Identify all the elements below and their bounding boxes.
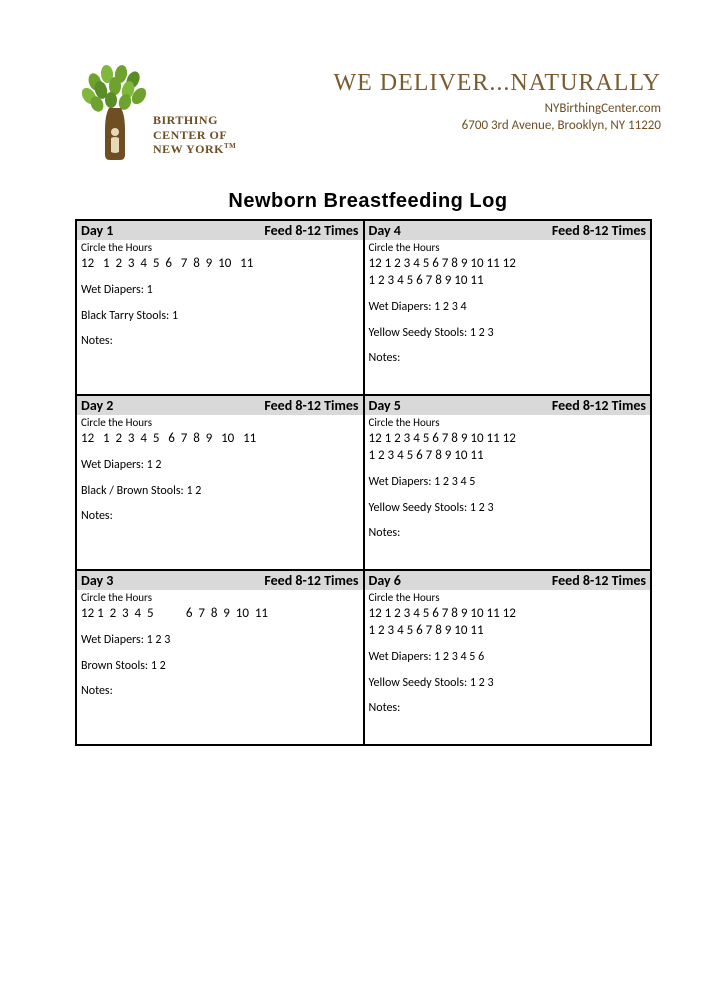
tagline-block: WE DELIVER...NATURALLY NYBirthingCenter.…	[333, 70, 661, 133]
wet-diapers: Wet Diapers: 1	[81, 283, 359, 299]
logo-text: BIRTHING CENTER OF NEW YORKTM	[153, 113, 236, 156]
cell-body: Circle the Hours 12 1 2 3 4 5 6 7 8 9 10…	[365, 241, 651, 371]
feed-label: Feed 8-12 Times	[552, 222, 646, 239]
tagline: WE DELIVER...NATURALLY	[333, 70, 661, 97]
notes: Notes:	[81, 334, 359, 350]
wet-diapers: Wet Diapers: 1 2 3 4 5	[369, 475, 647, 491]
notes: Notes:	[369, 526, 647, 542]
day-label: Day 1	[81, 222, 113, 239]
page: BIRTHING CENTER OF NEW YORKTM WE DELIVER…	[0, 0, 701, 786]
day-label: Day 4	[369, 222, 401, 239]
day-cell-4: Day 4 Feed 8-12 Times Circle the Hours 1…	[364, 220, 652, 395]
page-title: Newborn Breastfeeding Log	[75, 190, 661, 213]
circle-hours-label: Circle the Hours	[369, 241, 647, 255]
address: 6700 3rd Avenue, Brooklyn, NY 11220	[333, 118, 661, 133]
day-cell-3: Day 3 Feed 8-12 Times Circle the Hours 1…	[76, 570, 364, 745]
cell-body: Circle the Hours 12 1 2 3 4 5 6 7 8 9 10…	[77, 591, 363, 704]
wet-diapers: Wet Diapers: 1 2 3 4	[369, 300, 647, 316]
feed-label: Feed 8-12 Times	[264, 222, 358, 239]
stools: Black / Brown Stools: 1 2	[81, 484, 359, 500]
stools: Yellow Seedy Stools: 1 2 3	[369, 676, 647, 692]
circle-hours-label: Circle the Hours	[81, 591, 359, 605]
logo-line1: BIRTHING	[153, 113, 236, 127]
circle-hours-label: Circle the Hours	[81, 241, 359, 255]
day-label: Day 6	[369, 572, 401, 589]
day-cell-2: Day 2 Feed 8-12 Times Circle the Hours 1…	[76, 395, 364, 570]
hours-row-1: 12 1 2 3 4 5 6 7 8 9 10 11 12	[369, 256, 647, 273]
stools: Yellow Seedy Stools: 1 2 3	[369, 501, 647, 517]
stools: Black Tarry Stools: 1	[81, 309, 359, 325]
cell-header: Day 6 Feed 8-12 Times	[365, 571, 651, 590]
hours-row-2: 1 2 3 4 5 6 7 8 9 10 11	[369, 448, 647, 465]
logo-line2: CENTER OF	[153, 128, 236, 142]
header: BIRTHING CENTER OF NEW YORKTM WE DELIVER…	[75, 60, 661, 170]
notes: Notes:	[81, 509, 359, 525]
tree-logo-icon	[75, 60, 155, 170]
log-grid: Day 1 Feed 8-12 Times Circle the Hours 1…	[75, 219, 652, 746]
wet-diapers: Wet Diapers: 1 2	[81, 458, 359, 474]
day-cell-6: Day 6 Feed 8-12 Times Circle the Hours 1…	[364, 570, 652, 745]
cell-header: Day 2 Feed 8-12 Times	[77, 396, 363, 415]
hours-row: 12 1 2 3 4 5 6 7 8 9 10 11	[81, 606, 359, 623]
day-label: Day 2	[81, 397, 113, 414]
cell-body: Circle the Hours 12 1 2 3 4 5 6 7 8 9 10…	[77, 416, 363, 529]
hours-row-2: 1 2 3 4 5 6 7 8 9 10 11	[369, 273, 647, 290]
website: NYBirthingCenter.com	[333, 101, 661, 116]
day-label: Day 5	[369, 397, 401, 414]
notes: Notes:	[369, 701, 647, 717]
feed-label: Feed 8-12 Times	[552, 572, 646, 589]
wet-diapers: Wet Diapers: 1 2 3	[81, 633, 359, 649]
stools: Brown Stools: 1 2	[81, 659, 359, 675]
cell-header: Day 5 Feed 8-12 Times	[365, 396, 651, 415]
circle-hours-label: Circle the Hours	[369, 591, 647, 605]
cell-body: Circle the Hours 12 1 2 3 4 5 6 7 8 9 10…	[365, 591, 651, 721]
circle-hours-label: Circle the Hours	[81, 416, 359, 430]
notes: Notes:	[81, 684, 359, 700]
logo-line3: NEW YORKTM	[153, 142, 236, 156]
hours-row: 12 1 2 3 4 5 6 7 8 9 10 11	[81, 431, 359, 448]
wet-diapers: Wet Diapers: 1 2 3 4 5 6	[369, 650, 647, 666]
day-label: Day 3	[81, 572, 113, 589]
cell-header: Day 1 Feed 8-12 Times	[77, 221, 363, 240]
cell-header: Day 3 Feed 8-12 Times	[77, 571, 363, 590]
day-cell-5: Day 5 Feed 8-12 Times Circle the Hours 1…	[364, 395, 652, 570]
notes: Notes:	[369, 351, 647, 367]
cell-body: Circle the Hours 12 1 2 3 4 5 6 7 8 9 10…	[77, 241, 363, 354]
hours-row-1: 12 1 2 3 4 5 6 7 8 9 10 11 12	[369, 431, 647, 448]
stools: Yellow Seedy Stools: 1 2 3	[369, 326, 647, 342]
feed-label: Feed 8-12 Times	[264, 572, 358, 589]
cell-header: Day 4 Feed 8-12 Times	[365, 221, 651, 240]
circle-hours-label: Circle the Hours	[369, 416, 647, 430]
feed-label: Feed 8-12 Times	[552, 397, 646, 414]
feed-label: Feed 8-12 Times	[264, 397, 358, 414]
hours-row: 12 1 2 3 4 5 6 7 8 9 10 11	[81, 256, 359, 273]
cell-body: Circle the Hours 12 1 2 3 4 5 6 7 8 9 10…	[365, 416, 651, 546]
day-cell-1: Day 1 Feed 8-12 Times Circle the Hours 1…	[76, 220, 364, 395]
hours-row-1: 12 1 2 3 4 5 6 7 8 9 10 11 12	[369, 606, 647, 623]
logo-block: BIRTHING CENTER OF NEW YORKTM	[75, 60, 236, 170]
hours-row-2: 1 2 3 4 5 6 7 8 9 10 11	[369, 623, 647, 640]
